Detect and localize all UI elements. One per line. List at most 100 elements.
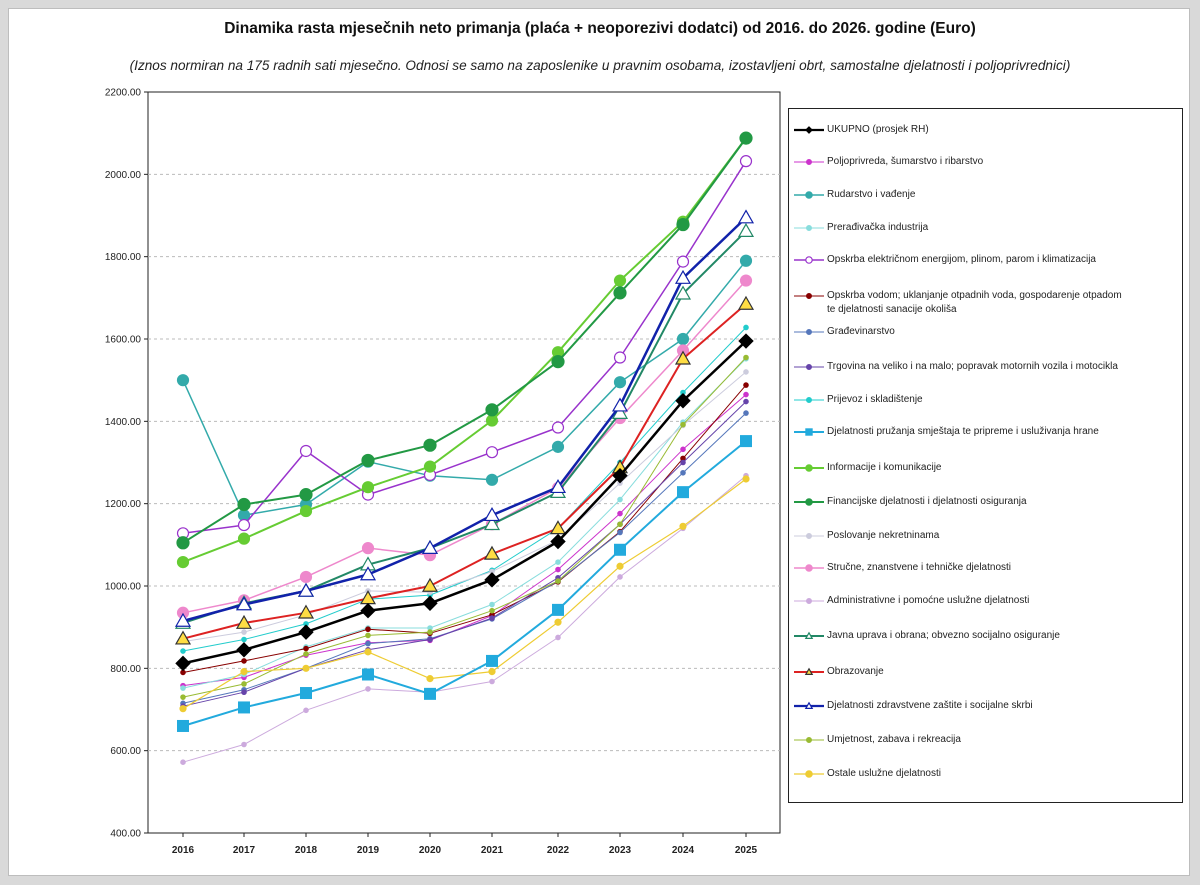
x-tick-label: 2017 — [233, 845, 256, 856]
data-point — [613, 351, 627, 364]
legend-label: Ostale uslužne djelatnosti — [827, 768, 941, 779]
data-point — [549, 478, 567, 494]
data-point — [422, 595, 438, 611]
y-tick-label: 1000.00 — [105, 582, 142, 593]
legend-swatch — [794, 292, 824, 300]
data-point — [613, 274, 627, 287]
legend-swatch-marker — [805, 191, 813, 199]
data-point — [743, 324, 749, 331]
legend-swatch-marker — [805, 564, 813, 572]
legend-label: Financijske djelatnosti i djelatnosti os… — [827, 496, 1027, 507]
data-point — [554, 618, 562, 626]
legend-swatch — [794, 532, 824, 540]
data-point — [364, 648, 372, 656]
legend-swatch-marker — [804, 631, 814, 639]
series-line — [182, 260, 747, 516]
data-point — [617, 510, 623, 517]
legend-swatch — [794, 328, 824, 336]
data-point — [237, 532, 251, 545]
legend-swatch — [794, 736, 824, 744]
series-16 — [174, 295, 755, 645]
data-point — [421, 539, 439, 554]
data-point — [743, 369, 749, 375]
legend-swatch — [794, 701, 824, 709]
legend-swatch-marker — [805, 256, 813, 264]
series-line — [182, 371, 747, 643]
x-tick-label: 2016 — [172, 845, 195, 856]
data-point — [360, 602, 376, 619]
legend-swatch — [794, 667, 824, 675]
data-point — [743, 354, 749, 361]
series-10 — [176, 132, 753, 569]
data-point — [235, 596, 253, 611]
series-line — [182, 303, 747, 640]
legend-label: Opskrba električnom energijom, plinom, p… — [827, 254, 1096, 265]
data-point — [174, 612, 192, 627]
legend-swatch-marker — [806, 736, 813, 744]
legend-label: Djelatnosti zdravstvene zaštite i socija… — [827, 700, 1033, 711]
x-tick-label: 2021 — [481, 845, 504, 856]
legend-swatch-marker — [805, 770, 813, 778]
legend-swatch — [794, 770, 824, 778]
data-point — [300, 687, 312, 700]
data-point — [551, 440, 565, 453]
data-point — [180, 648, 186, 654]
data-point — [743, 410, 749, 416]
data-point — [297, 582, 315, 597]
data-point — [743, 398, 749, 405]
data-point — [176, 374, 190, 387]
legend-swatch-marker — [806, 292, 813, 300]
x-tick-label: 2023 — [609, 845, 632, 856]
x-tick-label: 2018 — [295, 845, 318, 856]
legend-swatch — [794, 564, 824, 572]
chart-subtitle: (Iznos normiran na 175 radnih sati mjese… — [129, 58, 1071, 73]
legend-label: Poslovanje nekretninama — [827, 530, 940, 541]
data-point — [486, 654, 498, 667]
series-line — [182, 279, 747, 614]
legend-label: UKUPNO (prosjek RH) — [827, 124, 929, 135]
legend-label: Prijevoz i skladištenje — [827, 394, 923, 405]
legend-label: Umjetnost, zabava i rekreacija — [827, 734, 961, 745]
data-point — [302, 664, 310, 672]
series-11 — [176, 131, 753, 550]
data-point — [674, 269, 692, 284]
data-point — [299, 504, 313, 518]
data-point — [483, 516, 501, 531]
data-point — [617, 529, 623, 536]
series-line — [182, 358, 747, 689]
data-point — [485, 473, 499, 486]
legend-swatch — [794, 428, 824, 436]
legend-swatch-marker — [805, 464, 813, 472]
data-point — [365, 686, 371, 692]
data-point — [175, 655, 191, 672]
series-line — [182, 394, 747, 687]
series-line — [182, 384, 747, 673]
data-point — [241, 689, 247, 696]
legend-swatch-marker — [805, 126, 813, 134]
data-point — [298, 624, 314, 640]
legend-label: Administrativne i pomoćne uslužne djelat… — [827, 595, 1030, 606]
data-point — [617, 521, 623, 528]
data-point — [241, 741, 247, 748]
data-point — [241, 629, 247, 635]
series-line — [182, 160, 747, 535]
legend-label: Opskrba vodom; uklanjanje otpadnih voda,… — [827, 290, 1122, 315]
data-point — [743, 391, 749, 398]
data-point — [555, 566, 561, 573]
data-point — [365, 640, 371, 647]
data-point — [555, 578, 561, 584]
data-point — [361, 481, 375, 494]
legend-label: Građevinarstvo — [827, 326, 895, 337]
legend-swatch — [794, 191, 824, 199]
data-point — [297, 604, 315, 619]
series-line — [182, 401, 747, 707]
series-line — [182, 475, 747, 763]
data-point — [236, 642, 252, 658]
legend-swatch — [794, 126, 824, 134]
legend-swatch-marker — [806, 328, 813, 336]
data-point — [485, 446, 499, 459]
legend-label: Rudarstvo i vađenje — [827, 189, 916, 200]
data-point — [550, 533, 566, 550]
legend-swatch — [794, 631, 824, 639]
data-point — [180, 685, 186, 691]
